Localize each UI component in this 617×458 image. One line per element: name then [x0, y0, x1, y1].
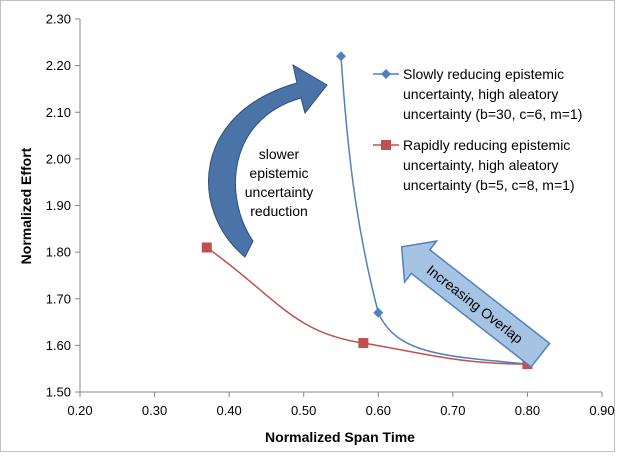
legend-entry-slowly: Slowly reducing epistemic uncertainty, h… [373, 66, 582, 122]
curved-arrow-shape [208, 63, 328, 258]
overlap-arrow-label: Increasing Overlap [424, 262, 527, 347]
series-layer [201, 51, 533, 370]
x-tick-label: 0.70 [440, 403, 465, 418]
y-tick-label: 1.80 [46, 245, 71, 260]
y-tick-label: 2.20 [46, 58, 71, 73]
data-point-square [358, 338, 369, 349]
legend-label-rapidly-line-1: Rapidly reducing epistemic [403, 137, 570, 153]
data-point-square [201, 242, 212, 253]
x-tick-label: 0.30 [142, 403, 167, 418]
data-point-diamond [373, 307, 384, 318]
legend: Slowly reducing epistemic uncertainty, h… [373, 66, 582, 193]
x-tick-label: 0.80 [515, 403, 540, 418]
curved-arrow-annotation: slower epistemic uncertainty reduction [208, 63, 328, 258]
legend-entry-rapidly: Rapidly reducing epistemic uncertainty, … [373, 137, 575, 193]
x-tick-label: 0.90 [589, 403, 614, 418]
x-tick-label: 0.50 [291, 403, 316, 418]
x-axis-title: Normalized Span Time [265, 429, 415, 445]
curved-arrow-label-line-1: slower [259, 146, 300, 162]
legend-marker-square [381, 140, 391, 150]
data-point-diamond [336, 51, 346, 62]
legend-marker-diamond [381, 69, 391, 79]
series-line-slowly [340, 56, 528, 365]
legend-label-rapidly-line-2: uncertainty, high aleatory [403, 157, 558, 173]
y-tick-label: 2.10 [46, 105, 71, 120]
legend-label-slowly-line-3: uncertainty (b=30, c=6, m=1) [403, 106, 582, 122]
curved-arrow-label-line-3: uncertainty [245, 184, 313, 200]
y-tick-label: 1.70 [46, 291, 71, 306]
x-tick-label: 0.20 [67, 403, 92, 418]
overlap-arrow-annotation: Increasing Overlap [400, 240, 551, 369]
y-tick-label: 1.90 [46, 198, 71, 213]
legend-label-slowly-line-1: Slowly reducing epistemic [403, 66, 564, 82]
y-tick-label: 1.60 [46, 338, 71, 353]
overlap-arrow-shape [400, 240, 551, 369]
x-tick-label: 0.60 [366, 403, 391, 418]
curved-arrow-label-line-4: reduction [250, 203, 308, 219]
x-tick-label: 0.40 [216, 403, 241, 418]
y-tick-label: 2.00 [46, 151, 71, 166]
legend-label-slowly-line-2: uncertainty, high aleatory [403, 86, 558, 102]
axes: 1.50 1.60 1.70 1.80 1.90 2.00 2.10 2.20 2.30 0.20… [46, 12, 615, 419]
curved-arrow-label-line-2: epistemic [249, 165, 308, 181]
y-axis-title: Normalized Effort [18, 147, 34, 264]
legend-label-rapidly-line-3: uncertainty (b=5, c=8, m=1) [403, 177, 575, 193]
y-tick-label: 1.50 [46, 385, 71, 400]
y-tick-label: 2.30 [46, 12, 71, 27]
